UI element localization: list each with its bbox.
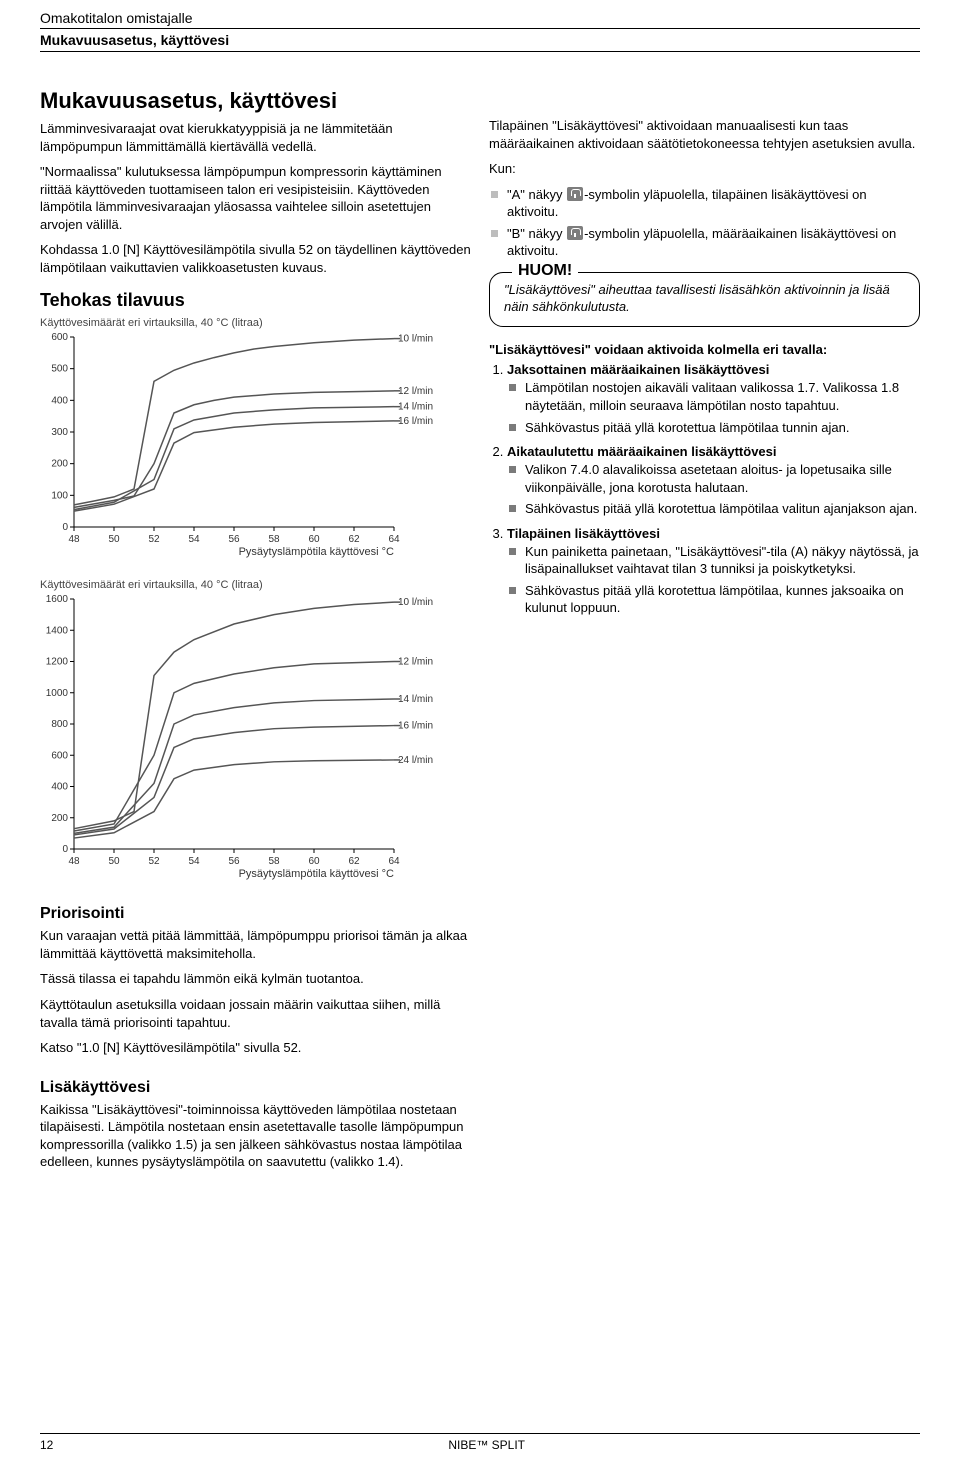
intro-p1: Lämminvesivaraajat ovat kierukkatyyppisi…: [40, 120, 471, 155]
right-intro: Tilapäinen "Lisäkäyttövesi" aktivoidaan …: [489, 117, 920, 152]
header-line1: Omakotitalon omistajalle: [40, 10, 920, 28]
svg-text:62: 62: [348, 856, 360, 867]
ways-title: "Lisäkäyttövesi" voidaan aktivoida kolme…: [489, 341, 920, 359]
svg-text:56: 56: [228, 534, 240, 545]
chart2: 0 200 400 600 800 1000 1200 1400 1600 48 50 52 54 56 5…: [40, 593, 444, 883]
subheading-tehokas: Tehokas tilavuus: [40, 290, 471, 311]
svg-text:60: 60: [308, 534, 320, 545]
svg-text:58: 58: [268, 534, 280, 545]
svg-text:10 l/min: 10 l/min: [398, 334, 433, 345]
svg-text:52: 52: [148, 534, 160, 545]
way-2-title: Aikataulutettu määräaikainen lisäkäyttöv…: [507, 444, 777, 459]
way-1-subs: Lämpötilan nostojen aikaväli valitaan va…: [507, 379, 920, 436]
svg-text:14 l/min: 14 l/min: [398, 694, 433, 705]
svg-text:Pysäytyslämpötila käyttövesi °: Pysäytyslämpötila käyttövesi °C: [239, 546, 394, 558]
svg-text:58: 58: [268, 856, 280, 867]
way-3-sub2: Sähkövastus pitää yllä korotettua lämpöt…: [507, 582, 920, 617]
svg-text:800: 800: [51, 719, 68, 730]
bullet-b-pre: "B" näkyy: [507, 226, 566, 241]
way-1: Jaksottainen määräaikainen lisäkäyttöves…: [507, 362, 920, 436]
svg-text:Pysäytyslämpötila käyttövesi °: Pysäytyslämpötila käyttövesi °C: [239, 868, 394, 880]
svg-text:54: 54: [188, 534, 200, 545]
product-name: NIBE™ SPLIT: [448, 1438, 525, 1452]
svg-text:0: 0: [62, 522, 68, 533]
svg-text:16 l/min: 16 l/min: [398, 721, 433, 732]
svg-text:600: 600: [51, 332, 68, 343]
bullet-a: "A" näkyy -symbolin yläpuolella, tilapäi…: [489, 186, 920, 221]
bottom-column: Priorisointi Kun varaajan vettä pitää lä…: [40, 905, 480, 1170]
kun-label: Kun:: [489, 160, 920, 178]
way-2-sub1: Valikon 7.4.0 alavalikoissa asetetaan al…: [507, 461, 920, 496]
way-2-sub2: Sähkövastus pitää yllä korotettua lämpöt…: [507, 500, 920, 518]
intro-p3: Kohdassa 1.0 [N] Käyttövesilämpötila siv…: [40, 241, 471, 276]
way-1-title: Jaksottainen määräaikainen lisäkäyttöves…: [507, 362, 769, 377]
svg-text:400: 400: [51, 396, 68, 407]
page-number: 12: [40, 1438, 53, 1452]
right-column: Tilapäinen "Lisäkäyttövesi" aktivoidaan …: [489, 70, 920, 883]
svg-text:14 l/min: 14 l/min: [398, 402, 433, 413]
tap-icon: [567, 226, 583, 240]
ways-list: Jaksottainen määräaikainen lisäkäyttöves…: [489, 362, 920, 616]
page-header: Omakotitalon omistajalle Mukavuusasetus,…: [40, 10, 920, 52]
prior-p1: Kun varaajan vettä pitää lämmittää, lämp…: [40, 927, 480, 962]
svg-text:400: 400: [51, 782, 68, 793]
chart2-caption: Käyttövesimäärät eri virtauksilla, 40 °C…: [40, 579, 471, 591]
left-column: Mukavuusasetus, käyttövesi Lämminvesivar…: [40, 70, 471, 883]
svg-text:60: 60: [308, 856, 320, 867]
svg-text:48: 48: [68, 856, 80, 867]
svg-text:0: 0: [62, 844, 68, 855]
intro-p2: "Normaalissa" kulutuksessa lämpöpumpun k…: [40, 163, 471, 233]
main-title: Mukavuusasetus, käyttövesi: [40, 88, 471, 114]
svg-text:64: 64: [388, 534, 400, 545]
chart1: 0 100 200 300 400 500 600 48 50 52 54 56 58 60 62 64Pys…: [40, 331, 444, 561]
page-footer: 12 NIBE™ SPLIT: [40, 1433, 920, 1452]
svg-text:1000: 1000: [46, 688, 69, 699]
svg-text:1600: 1600: [46, 594, 69, 605]
svg-text:1400: 1400: [46, 626, 69, 637]
prior-p3: Käyttötaulun asetuksilla voidaan jossain…: [40, 996, 480, 1031]
way-2: Aikataulutettu määräaikainen lisäkäyttöv…: [507, 444, 920, 518]
svg-text:50: 50: [108, 856, 120, 867]
way-3-subs: Kun painiketta painetaan, "Lisäkäyttöves…: [507, 543, 920, 617]
svg-text:600: 600: [51, 751, 68, 762]
svg-text:52: 52: [148, 856, 160, 867]
svg-text:12 l/min: 12 l/min: [398, 657, 433, 668]
way-1-sub1: Lämpötilan nostojen aikaväli valitaan va…: [507, 379, 920, 414]
way-2-subs: Valikon 7.4.0 alavalikoissa asetetaan al…: [507, 461, 920, 518]
way-3-title: Tilapäinen lisäkäyttövesi: [507, 526, 660, 541]
svg-text:16 l/min: 16 l/min: [398, 416, 433, 427]
icon-bullets: "A" näkyy -symbolin yläpuolella, tilapäi…: [489, 186, 920, 260]
heading-priorisointi: Priorisointi: [40, 905, 480, 923]
svg-text:56: 56: [228, 856, 240, 867]
svg-text:54: 54: [188, 856, 200, 867]
chart1-caption: Käyttövesimäärät eri virtauksilla, 40 °C…: [40, 317, 471, 329]
svg-text:24 l/min: 24 l/min: [398, 755, 433, 766]
svg-text:300: 300: [51, 427, 68, 438]
svg-text:200: 200: [51, 813, 68, 824]
svg-text:64: 64: [388, 856, 400, 867]
svg-text:50: 50: [108, 534, 120, 545]
tap-icon: [567, 187, 583, 201]
svg-text:12 l/min: 12 l/min: [398, 386, 433, 397]
note-body: "Lisäkäyttövesi" aiheuttaa tavallisesti …: [504, 281, 905, 316]
prior-p2: Tässä tilassa ei tapahdu lämmön eikä kyl…: [40, 970, 480, 988]
bullet-a-pre: "A" näkyy: [507, 187, 566, 202]
way-3: Tilapäinen lisäkäyttövesi Kun painiketta…: [507, 526, 920, 617]
svg-text:48: 48: [68, 534, 80, 545]
svg-text:200: 200: [51, 459, 68, 470]
heading-lisakayttovesi: Lisäkäyttövesi: [40, 1079, 480, 1097]
prior-p4: Katso "1.0 [N] Käyttövesilämpötila" sivu…: [40, 1039, 480, 1057]
note-box: HUOM! "Lisäkäyttövesi" aiheuttaa tavalli…: [489, 272, 920, 327]
note-title: HUOM!: [512, 262, 578, 280]
lisa-p1: Kaikissa "Lisäkäyttövesi"-toiminnoissa k…: [40, 1101, 480, 1171]
svg-text:10 l/min: 10 l/min: [398, 598, 433, 609]
svg-text:100: 100: [51, 491, 68, 502]
way-3-sub1: Kun painiketta painetaan, "Lisäkäyttöves…: [507, 543, 920, 578]
svg-text:62: 62: [348, 534, 360, 545]
bullet-b: "B" näkyy -symbolin yläpuolella, määräai…: [489, 225, 920, 260]
svg-text:500: 500: [51, 364, 68, 375]
svg-text:1200: 1200: [46, 657, 69, 668]
way-1-sub2: Sähkövastus pitää yllä korotettua lämpöt…: [507, 419, 920, 437]
header-line2: Mukavuusasetus, käyttövesi: [40, 28, 920, 52]
